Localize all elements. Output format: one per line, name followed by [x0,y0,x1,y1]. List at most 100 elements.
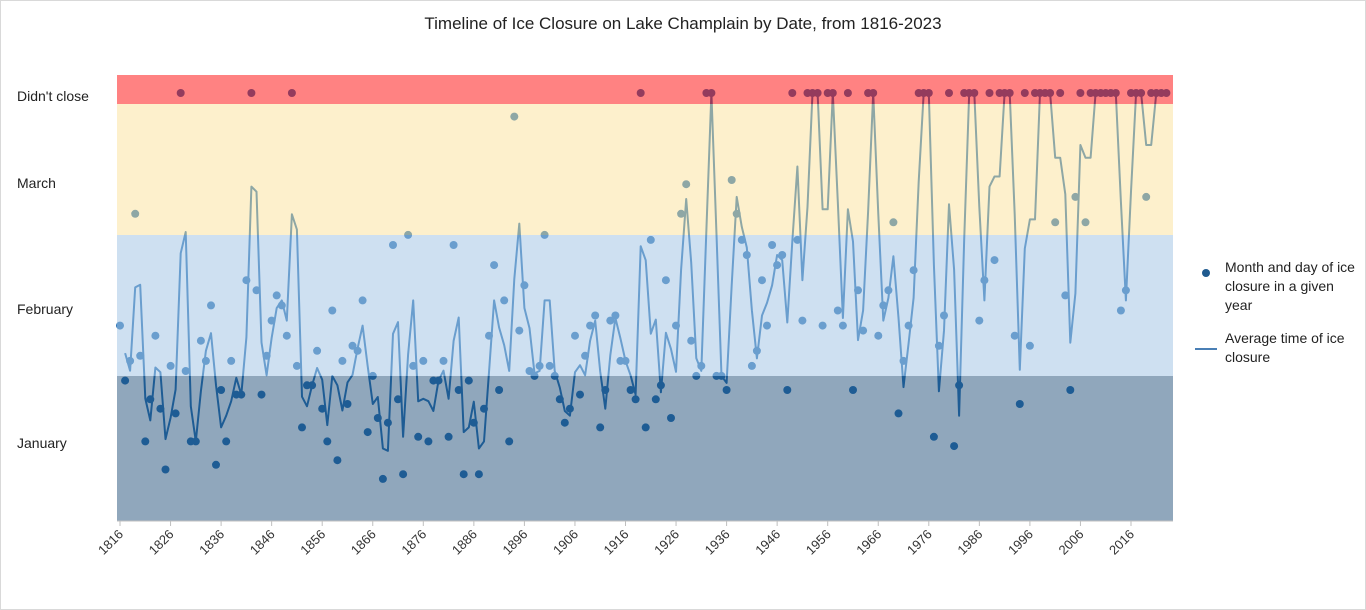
data-point [394,395,402,404]
x-tick-label: 1956 [803,527,834,558]
data-point [222,437,231,446]
data-point [869,89,878,97]
data-point [131,209,140,218]
x-tick-label: 1926 [651,527,682,558]
x-tick-label: 1986 [954,527,985,558]
y-label-january: January [17,435,67,451]
data-point [631,395,640,404]
data-point [121,376,130,385]
x-tick-label: 2006 [1056,527,1087,558]
data-point [191,437,200,446]
data-point [469,418,478,427]
data-point [480,404,488,413]
x-tick-label: 1866 [348,527,379,558]
data-point [1137,89,1146,97]
x-tick-label: 1856 [297,527,328,558]
data-point [373,414,382,422]
data-point [727,176,736,184]
data-point [171,409,180,418]
data-point [308,381,317,390]
legend-label-dots: Month and day of ice closure in a given … [1225,259,1355,313]
data-point [945,89,953,97]
x-tick-label: 1916 [601,527,632,558]
y-label-march: March [17,175,56,191]
data-point [682,180,691,189]
data-point [788,89,797,97]
data-point [849,386,857,394]
data-point [636,89,645,97]
data-point [576,390,584,399]
data-point [459,470,468,479]
data-point [237,390,246,399]
data-point [924,89,933,97]
data-point [601,386,610,394]
data-point [495,386,504,394]
data-point [1162,89,1171,97]
data-point [1046,89,1055,97]
data-point [257,390,266,399]
data-point [970,89,979,97]
data-point [641,423,650,432]
data-point [176,89,185,97]
data-point [424,437,433,446]
data-point [950,442,959,451]
x-tick-label: 1966 [853,527,884,558]
data-point [1111,89,1120,97]
x-tick-label: 2016 [1106,527,1137,558]
data-point [474,470,483,479]
legend-dot-marker [1202,269,1210,277]
data-point [444,432,453,441]
data-point [722,386,731,394]
data-point [1076,89,1085,97]
data-point [555,395,564,404]
data-point [318,404,327,413]
chart-title: Timeline of Ice Closure on Lake Champlai… [424,14,942,33]
data-point [217,386,226,394]
data-point [287,89,296,97]
data-point [677,209,686,218]
data-point [656,381,665,390]
data-point [146,395,155,404]
band-march [117,104,1173,235]
x-tick-label: 1936 [702,527,733,558]
data-point [141,437,150,446]
data-point [732,209,741,218]
data-point [828,89,837,97]
legend-line-marker [1195,348,1217,350]
data-point [1066,386,1075,394]
data-point [843,89,852,97]
data-point [434,376,443,385]
y-label-february: February [17,301,74,317]
data-point [464,376,473,385]
data-point [889,218,898,227]
data-point [212,460,220,469]
data-point [596,423,605,432]
data-point [247,89,256,97]
data-point [565,404,574,413]
data-point [378,474,387,483]
x-tick-label: 1906 [550,527,581,558]
data-point [383,418,392,427]
data-point [399,470,408,479]
data-point [161,465,170,474]
data-point [454,386,463,394]
data-point [298,423,306,432]
x-tick-label: 1826 [146,527,177,558]
data-point [560,418,569,427]
x-tick-label: 1816 [95,527,126,558]
x-tick-label: 1976 [904,527,935,558]
x-tick-label: 1846 [247,527,278,558]
data-point [667,414,675,422]
data-point [929,432,938,441]
data-point [1051,218,1060,227]
band-january [117,376,1173,521]
data-point [1015,400,1024,408]
data-point [510,112,519,121]
data-point [1142,192,1151,201]
data-point [505,437,514,446]
band-february [117,235,1173,376]
data-point [1056,89,1065,97]
y-label-didnt-close: Didn't close [17,88,89,104]
legend: Month and day of ice closure in a given … [1195,258,1360,381]
